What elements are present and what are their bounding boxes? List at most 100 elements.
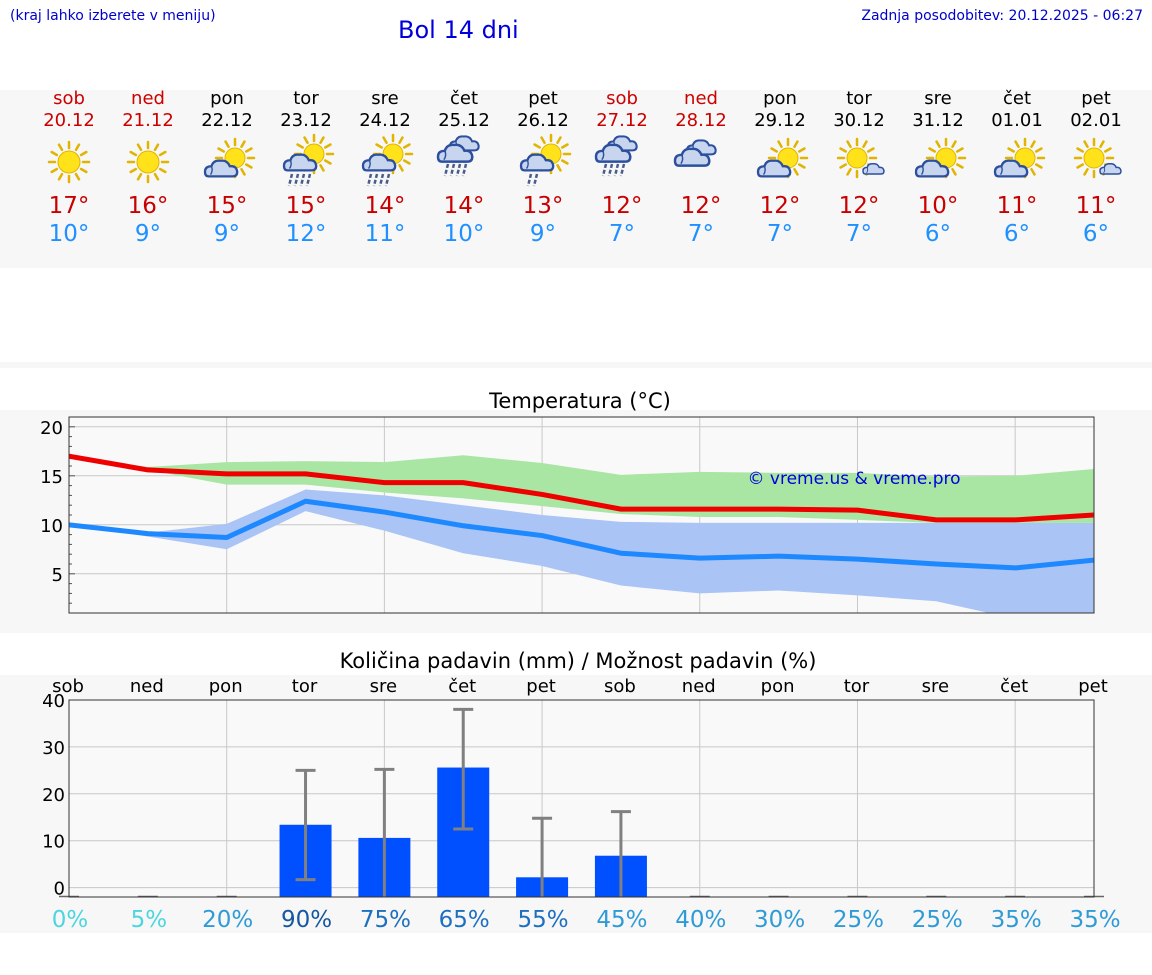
- max-temperature: 14°: [443, 193, 485, 219]
- sun-icon: [47, 140, 91, 184]
- min-range-band: [69, 489, 1094, 613]
- partly-cloudy-icon: [756, 137, 809, 179]
- x-day-label: pet: [1078, 676, 1108, 697]
- day-date: 01.01: [991, 110, 1043, 131]
- watermark: © vreme.us & vreme.pro: [747, 469, 960, 489]
- weather-icon-box: [47, 140, 91, 184]
- day-name: pon: [210, 88, 244, 109]
- day-forecast: sre 24.12 14° 11°: [345, 88, 425, 248]
- max-temperature: 12°: [601, 193, 643, 219]
- precipitation-probability: 55%: [518, 907, 569, 933]
- x-day-label: pon: [761, 676, 795, 697]
- weather-icon-box: [914, 137, 967, 179]
- sun-cloud-light-rain-icon: [519, 133, 572, 187]
- x-day-label: sre: [922, 676, 949, 697]
- day-name: tor: [293, 88, 319, 109]
- weather-icon-box: [673, 139, 717, 167]
- day-date: 31.12: [912, 110, 964, 131]
- y-tick-label: 15: [40, 467, 63, 488]
- chart-title: Količina padavin (mm) / Možnost padavin …: [340, 649, 817, 673]
- x-day-label: tor: [292, 676, 318, 697]
- y-tick-label: 30: [42, 738, 65, 759]
- min-temperature: 6°: [924, 221, 952, 247]
- plot-area: [69, 700, 1094, 897]
- last-updated: Zadnja posodobitev: 20.12.2025 - 06:27: [861, 8, 1143, 24]
- x-day-label: ned: [130, 676, 164, 697]
- cloud-rain-icon: [436, 135, 480, 177]
- sun-cloud-rain-icon: [361, 133, 414, 187]
- day-date: 26.12: [517, 110, 569, 131]
- day-name: pet: [528, 88, 558, 109]
- y-tick-label: 20: [42, 785, 65, 806]
- max-temperature: 13°: [522, 193, 564, 219]
- day-date: 22.12: [201, 110, 253, 131]
- precipitation-probability: 25%: [912, 907, 963, 933]
- day-name: sre: [371, 88, 399, 109]
- min-temperature: 9°: [213, 221, 241, 247]
- precipitation-probability: 75%: [360, 907, 411, 933]
- max-temperature-line: [69, 453, 1094, 523]
- precipitation-chart: Količina padavin (mm) / Možnost padavin …: [42, 649, 1120, 933]
- cloudy-icon: [673, 139, 717, 167]
- precipitation-probability: 20%: [202, 907, 253, 933]
- y-tick-label: 5: [52, 565, 63, 586]
- day-date: 21.12: [122, 110, 174, 131]
- x-day-label: sob: [52, 676, 84, 697]
- day-forecast: ned 28.12 12° 7°: [661, 88, 741, 248]
- daily-forecast-strip: [0, 90, 1152, 268]
- max-temperature: 17°: [48, 193, 90, 219]
- weather-icon-box: [993, 137, 1046, 179]
- plot-frame: [68, 416, 1095, 614]
- day-name: tor: [846, 88, 872, 109]
- temperature-chart: Temperatura (°C) 5 10 15 20 © vreme.us & vrem…: [40, 389, 1095, 614]
- day-date: 25.12: [438, 110, 490, 131]
- partly-cloudy-icon: [993, 137, 1046, 179]
- weather-icon-box: [756, 137, 809, 179]
- day-forecast: sob 20.12 17° 10°: [29, 88, 109, 248]
- day-forecast: pet 02.01 11° 6°: [1056, 88, 1136, 248]
- partly-cloudy-icon: [203, 137, 256, 179]
- max-temperature: 14°: [364, 193, 406, 219]
- x-day-label: pet: [526, 676, 556, 697]
- min-temperature: 9°: [134, 221, 162, 247]
- day-date: 20.12: [43, 110, 95, 131]
- chart-title: Temperatura (°C): [488, 389, 671, 413]
- min-temperature: 10°: [443, 221, 485, 247]
- min-temperature: 11°: [364, 221, 406, 247]
- weather-icon-box: [836, 137, 885, 179]
- day-forecast: čet 25.12 14° 10°: [424, 88, 504, 248]
- y-tick-label: 20: [40, 418, 63, 439]
- min-temperature: 6°: [1082, 221, 1110, 247]
- day-date: 28.12: [675, 110, 727, 131]
- x-day-label: čet: [1000, 676, 1028, 697]
- x-day-label: ned: [682, 676, 716, 697]
- day-name: ned: [131, 88, 165, 109]
- precipitation-probability: 40%: [675, 907, 726, 933]
- location-hint: (kraj lahko izberete v meniju): [10, 8, 216, 24]
- day-date: 30.12: [833, 110, 885, 131]
- sun-cloud-rain-icon: [282, 133, 335, 187]
- day-name: pon: [763, 88, 797, 109]
- y-tick-label: 40: [42, 691, 65, 712]
- weather-icon-box: [282, 133, 335, 187]
- day-name: pet: [1081, 88, 1111, 109]
- day-forecast: pet 26.12 13° 9°: [503, 88, 583, 248]
- page-title: Bol 14 dni: [398, 16, 519, 44]
- x-day-label: sob: [604, 676, 636, 697]
- x-day-label: sre: [370, 676, 397, 697]
- cloud-rain-icon: [594, 135, 638, 177]
- day-name: čet: [449, 88, 479, 109]
- precipitation-probability: 65%: [439, 907, 490, 933]
- x-day-label: čet: [448, 676, 476, 697]
- weather-icon-box: [1073, 137, 1122, 179]
- min-temperature: 10°: [48, 221, 90, 247]
- precipitation-probability: 90%: [281, 907, 332, 933]
- y-tick-label: 0: [54, 879, 65, 900]
- max-temperature: 11°: [1075, 193, 1117, 219]
- max-temperature: 12°: [680, 193, 722, 219]
- day-name: sob: [606, 88, 638, 109]
- precipitation-probability: 25%: [833, 907, 884, 933]
- day-forecast: ned 21.12 16° 9°: [108, 88, 188, 248]
- day-date: 24.12: [359, 110, 411, 131]
- weather-icon-box: [436, 135, 480, 177]
